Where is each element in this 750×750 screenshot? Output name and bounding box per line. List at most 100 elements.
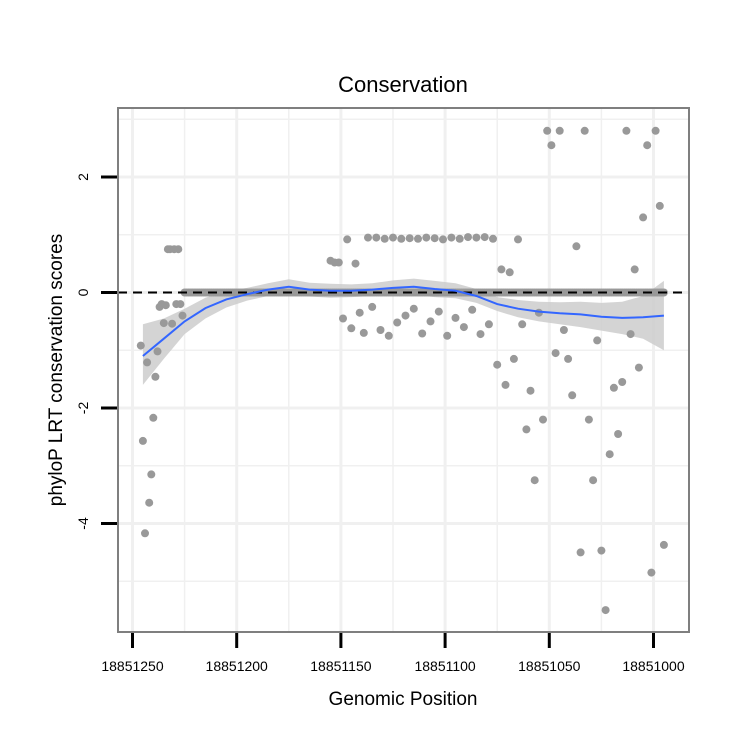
x-axis-label: Genomic Position — [329, 689, 478, 710]
data-point-extra-48 — [526, 386, 535, 395]
data-point-extra-68 — [609, 383, 618, 392]
data-point-4 — [145, 498, 154, 507]
y-tick-label-1: 0 — [75, 288, 91, 296]
data-point-extra-52 — [543, 126, 552, 135]
data-point-extra-51 — [539, 415, 547, 424]
x-tick-label-2: 18851150 — [310, 658, 371, 674]
data-point-extra-17 — [397, 234, 406, 243]
data-point-18 — [174, 245, 183, 254]
data-point-2 — [141, 529, 149, 538]
data-point-extra-73 — [630, 265, 639, 274]
data-point-extra-25 — [430, 234, 439, 243]
data-point-extra-7 — [355, 308, 364, 317]
data-point-extra-58 — [568, 391, 577, 400]
data-point-extra-43 — [505, 268, 514, 277]
data-point-extra-13 — [380, 234, 389, 243]
data-point-6 — [149, 413, 158, 422]
data-point-extra-53 — [547, 141, 556, 150]
data-point-extra-32 — [459, 323, 468, 332]
data-point-0 — [136, 341, 145, 350]
data-point-extra-37 — [480, 233, 489, 242]
data-point-extra-31 — [455, 234, 464, 243]
data-point-extra-38 — [484, 320, 493, 329]
data-point-extra-79 — [655, 201, 664, 210]
x-tick-label-0: 18851250 — [101, 658, 164, 674]
data-point-extra-18 — [401, 311, 410, 320]
data-point-extra-14 — [384, 331, 393, 340]
data-point-extra-36 — [476, 330, 485, 339]
data-point-5 — [147, 470, 156, 479]
data-point-extra-47 — [522, 425, 531, 434]
smooth-trend-line — [142, 285, 664, 357]
data-point-extra-45 — [514, 235, 522, 244]
x-tick-label-4: 18851050 — [518, 658, 581, 674]
data-point-extra-2 — [334, 258, 343, 267]
data-point-extra-6 — [351, 259, 360, 268]
data-point-extra-78 — [651, 126, 660, 135]
data-point-extra-72 — [626, 330, 635, 339]
data-point-19 — [176, 300, 185, 309]
data-point-extra-23 — [422, 233, 431, 242]
data-point-extra-4 — [343, 235, 352, 244]
data-point-extra-39 — [489, 234, 497, 243]
data-point-extra-30 — [451, 313, 460, 322]
data-point-extra-56 — [559, 326, 568, 334]
data-point-extra-44 — [509, 354, 518, 363]
data-point-extra-15 — [389, 233, 397, 242]
data-point-extra-3 — [339, 314, 347, 323]
plot-background — [118, 108, 689, 632]
data-point-extra-26 — [434, 307, 443, 316]
y-tick-label-3: -4 — [75, 517, 91, 530]
data-point-3 — [143, 358, 152, 367]
data-point-extra-67 — [605, 450, 614, 459]
data-point-extra-34 — [468, 305, 477, 314]
x-axis-ticks: 18851250 18851200 18851150 18851100 18851050… — [101, 633, 685, 674]
data-point-extra-64 — [593, 336, 602, 345]
data-point-extra-9 — [364, 233, 372, 242]
data-point-extra-57 — [564, 354, 573, 363]
x-tick-label-3: 18851100 — [414, 658, 475, 674]
data-point-extra-27 — [439, 235, 447, 244]
data-point-extra-65 — [597, 546, 606, 555]
data-point-extra-63 — [589, 476, 598, 485]
data-point-extra-20 — [409, 304, 418, 313]
data-point-8 — [153, 347, 162, 356]
data-point-extra-74 — [634, 363, 643, 372]
y-tick-label-2: -2 — [75, 402, 91, 415]
data-point-extra-54 — [551, 349, 560, 358]
data-point-extra-33 — [464, 233, 472, 242]
data-point-7 — [151, 372, 160, 381]
data-point-extra-12 — [376, 326, 385, 334]
data-point-extra-19 — [405, 234, 414, 243]
data-point-extra-11 — [372, 233, 381, 242]
data-point-extra-40 — [493, 360, 502, 369]
data-point-extra-60 — [576, 548, 585, 557]
data-point-extra-29 — [447, 233, 456, 242]
x-tick-label-1: 18851200 — [206, 658, 269, 674]
data-point-extra-35 — [472, 233, 481, 242]
data-point-extra-55 — [555, 126, 564, 135]
data-point-extra-46 — [518, 320, 527, 329]
data-point-extra-5 — [347, 324, 356, 333]
data-point-11 — [159, 319, 168, 328]
data-point-extra-49 — [530, 476, 539, 485]
data-point-extra-76 — [643, 141, 652, 150]
data-point-1 — [138, 436, 147, 445]
y-axis-ticks: 2 0 -2 -4 — [75, 173, 117, 530]
data-point-extra-77 — [647, 568, 656, 577]
data-point-12 — [161, 301, 170, 310]
data-point-15 — [168, 319, 177, 328]
data-point-extra-61 — [580, 126, 589, 135]
confidence-band — [142, 278, 664, 385]
grid-lines — [118, 108, 689, 632]
data-point-extra-62 — [584, 415, 593, 424]
y-tick-label-0: 2 — [75, 173, 91, 181]
data-point-extra-21 — [414, 234, 422, 243]
data-point-extra-28 — [443, 331, 452, 340]
data-point-extra-66 — [601, 606, 610, 615]
data-point-extra-69 — [614, 430, 623, 438]
data-point-extra-8 — [359, 328, 368, 337]
plot-frame — [117, 107, 690, 633]
data-point-20 — [178, 311, 187, 320]
x-tick-label-5: 18851000 — [622, 658, 685, 674]
